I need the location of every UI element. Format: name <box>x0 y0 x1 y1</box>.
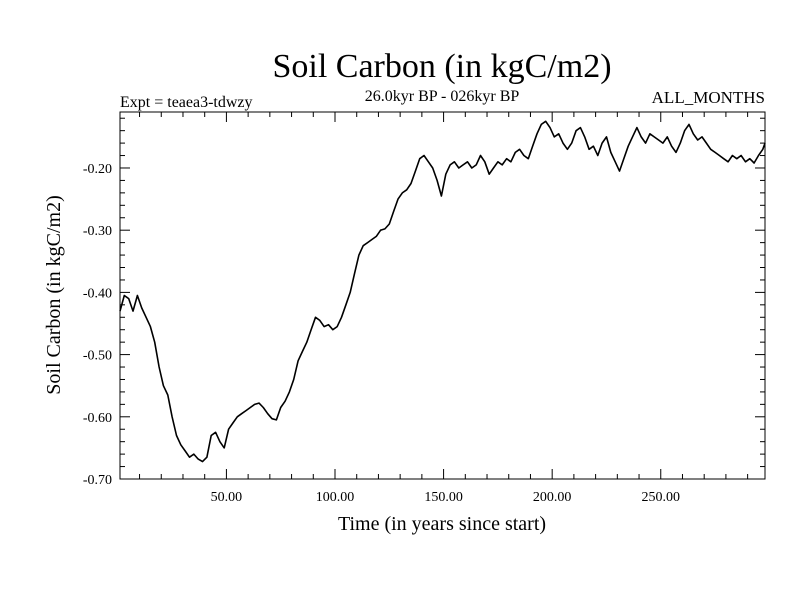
period-label: ALL_MONTHS <box>652 88 765 107</box>
chart-title: Soil Carbon (in kgC/m2) <box>272 48 611 85</box>
y-tick-label: -0.40 <box>83 286 112 301</box>
y-tick-label: -0.20 <box>83 162 112 177</box>
y-tick-label: -0.60 <box>83 411 112 426</box>
series-line-soil-carbon <box>119 120 766 463</box>
x-axis: 50.00 100.00 150.00 200.00 250.00 <box>139 112 749 505</box>
y-tick-label: -0.70 <box>83 473 112 488</box>
y-axis-label: Soil Carbon (in kgC/m2) <box>43 195 65 394</box>
y-axis: -0.70 -0.60 -0.50 -0.40 -0.30 -0.20 <box>83 117 765 488</box>
experiment-label: Expt = teaea3-tdwzy <box>120 94 253 111</box>
y-tick-label: -0.50 <box>83 349 112 364</box>
x-tick-label: 200.00 <box>533 490 572 505</box>
chart-subtitle: 26.0kyr BP - 026kyr BP <box>365 88 520 105</box>
x-tick-label: 100.00 <box>316 490 355 505</box>
plot-frame <box>119 111 766 480</box>
x-axis-label: Time (in years since start) <box>338 513 546 535</box>
x-tick-label: 150.00 <box>424 490 463 505</box>
y-tick-label: -0.30 <box>83 224 112 239</box>
x-tick-label: 50.00 <box>211 490 243 505</box>
x-tick-label: 250.00 <box>642 490 681 505</box>
